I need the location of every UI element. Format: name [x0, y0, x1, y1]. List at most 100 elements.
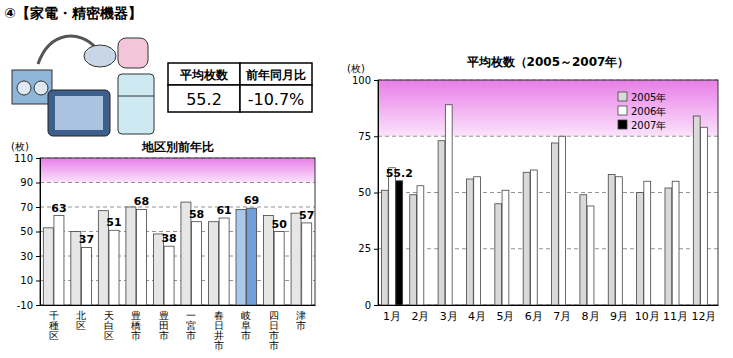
tick: 一宮市 [186, 310, 196, 341]
bar [219, 218, 229, 305]
legend: 2005年2006年2007年 [618, 92, 666, 131]
tick-label: 3月 [440, 310, 458, 323]
data-label: 57 [299, 209, 314, 222]
axis-line [379, 305, 719, 306]
data-label: 68 [134, 195, 149, 208]
legend-item: 2007年 [618, 120, 666, 131]
tick-label: 天白区 [104, 310, 114, 341]
bar [54, 216, 64, 305]
tick: 春日井市 [214, 310, 224, 352]
data-label: 37 [79, 233, 94, 246]
bar [672, 181, 679, 305]
data-label: 63 [51, 202, 66, 215]
tick-label: 30 [20, 251, 33, 262]
y-axis: 0255075100 [352, 75, 379, 311]
data-labels: 55.2 [386, 167, 413, 180]
tick: 1月 [383, 310, 401, 323]
bar [81, 247, 91, 305]
bar [302, 223, 312, 305]
tick-label: 5月 [496, 310, 514, 323]
icon-vacuum [84, 45, 116, 67]
tick-mark [374, 249, 378, 250]
bar [502, 190, 509, 305]
icon-fridge-door [118, 96, 154, 97]
tick-label: 9月 [610, 310, 628, 323]
tick-label: 50 [358, 187, 371, 198]
bar [523, 172, 530, 305]
tick-label: 110 [14, 153, 33, 164]
table-value: -10.7% [248, 90, 305, 109]
summary-table: 平均枚数前年同月比55.2-10.7% [168, 63, 312, 112]
bar [474, 177, 481, 305]
bar [274, 232, 284, 306]
tick-mark [36, 158, 40, 159]
tick-label: 50 [20, 226, 33, 237]
bars [43, 202, 311, 305]
tick: 70 [20, 202, 40, 213]
tick-label-char: 区 [76, 320, 86, 331]
tick: -10 [17, 300, 40, 311]
tick-mark [36, 305, 40, 306]
tick-label: 2月 [411, 310, 429, 323]
bar [445, 105, 452, 305]
tick: 6月 [525, 310, 543, 323]
tick: 天白区 [104, 310, 114, 341]
tick-label: 11月 [663, 310, 688, 323]
plot-frame [378, 80, 718, 305]
icon-speaker [34, 81, 48, 95]
data-label: 38 [161, 232, 176, 245]
x-axis: 1月2月3月4月5月6月7月8月9月10月11月12月 [379, 306, 719, 323]
tick: 岐阜市 [241, 310, 251, 341]
legend-label: 2006年 [631, 106, 666, 117]
tick-mark [36, 183, 40, 184]
tick-label: 10 [20, 275, 33, 286]
table-header: 前年同月比 [245, 68, 306, 82]
bar [693, 116, 700, 305]
legend-swatch [618, 120, 627, 129]
tick: 75 [358, 131, 378, 142]
tick: 10 [20, 275, 40, 286]
tick-mark [36, 232, 40, 233]
tick: 12月 [691, 310, 716, 323]
tick: 北区 [76, 310, 86, 331]
tick-label: 一宮市 [186, 310, 196, 341]
tick: 11月 [663, 310, 688, 323]
tick-mark [36, 281, 40, 282]
page-title: ④【家電・精密機器】 [4, 5, 142, 21]
tick: 100 [352, 75, 378, 86]
tick-label-char: 区 [104, 330, 114, 341]
data-label: 51 [106, 216, 121, 229]
bar [495, 204, 502, 305]
tick-label-char: 市 [214, 340, 224, 351]
bar [109, 230, 119, 305]
bar [637, 193, 644, 306]
tick-label: 0 [365, 300, 371, 311]
bar [644, 181, 651, 305]
page: ④【家電・精密機器】平均枚数前年同月比55.2-10.7% 63 37 51 68 38 5… [0, 0, 733, 358]
bar [381, 190, 388, 305]
tick: 9月 [610, 310, 628, 323]
bar [247, 208, 257, 305]
appliance-icons [12, 36, 154, 136]
bar [665, 188, 672, 305]
highlight-band [40, 158, 315, 183]
tick-label-char: 区 [49, 330, 59, 341]
icon-tv-screen [55, 96, 103, 130]
tick-mark [374, 305, 378, 306]
bar [208, 222, 218, 305]
tick-mark [374, 136, 378, 137]
table-value-cell [168, 85, 240, 112]
bars [381, 105, 707, 305]
data-label: 50 [272, 218, 288, 231]
plot-frame [40, 158, 315, 305]
tick-label-char: 市 [159, 330, 169, 341]
tick-label: 8月 [582, 310, 600, 323]
tick: 4月 [468, 310, 486, 323]
y-axis-label: (枚) [11, 141, 29, 152]
tick: 50 [20, 226, 40, 237]
tick: 110 [14, 153, 40, 164]
tick: 2月 [411, 310, 429, 323]
bar [587, 206, 594, 305]
bar [701, 127, 708, 305]
tick-label: 1月 [383, 310, 401, 323]
